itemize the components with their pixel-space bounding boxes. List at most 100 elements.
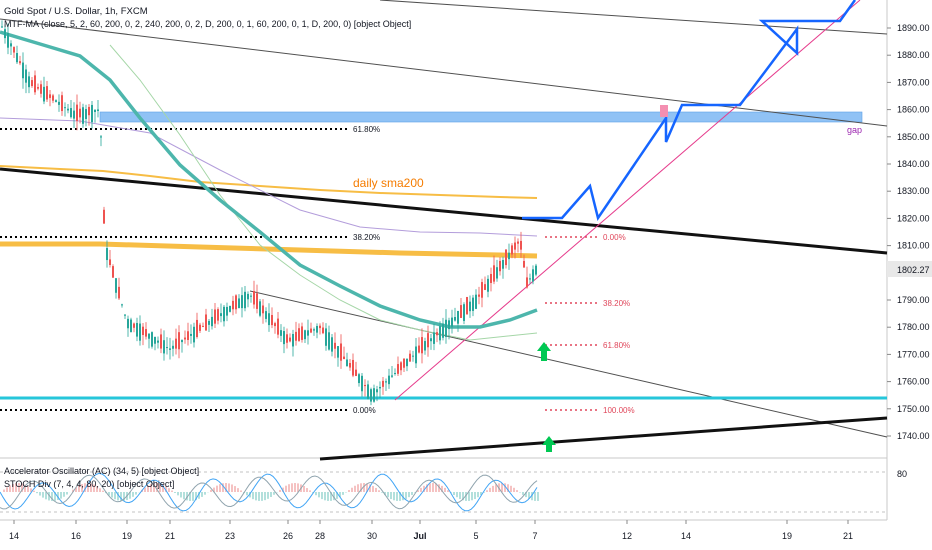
candle-body (118, 286, 120, 299)
ac-bar (225, 483, 227, 492)
stoch-d-line (0, 474, 538, 510)
candle-body (157, 340, 159, 343)
ac-bar (222, 483, 224, 492)
ac-bar (294, 483, 296, 492)
candle-body (139, 323, 141, 341)
candle-body (268, 313, 270, 326)
ac-bar (315, 492, 317, 496)
ac-bar (231, 484, 233, 492)
candle-body (160, 334, 162, 349)
candle-body (511, 245, 513, 255)
price-tick-label: 1750.00 (897, 404, 930, 414)
candle-body (154, 336, 156, 344)
ac-bar (321, 492, 323, 500)
fib-right-label: 100.00% (603, 406, 635, 415)
ac-bar (495, 484, 497, 492)
ac-bar (435, 483, 437, 492)
candle-body (442, 323, 444, 338)
ac-bar (210, 489, 212, 492)
ac-bar (414, 492, 416, 493)
price-tick-label: 1790.00 (897, 295, 930, 305)
price-tick-label: 1880.00 (897, 50, 930, 60)
candle-body (376, 389, 378, 393)
candle-body (394, 372, 396, 374)
candle-body (31, 80, 33, 87)
ac-bar (351, 487, 353, 492)
candle-body (109, 259, 111, 266)
candle-body (121, 304, 123, 306)
projection-path (522, 0, 857, 222)
gap-zone (99, 111, 863, 123)
ac-bar (42, 492, 44, 498)
candle-body (64, 107, 66, 109)
ac-bar (189, 492, 191, 501)
pink-marker (660, 105, 668, 117)
candle-body (298, 328, 300, 341)
candle-body (130, 319, 132, 333)
candle-body (349, 363, 351, 368)
candle-body (253, 291, 255, 305)
candle-body (250, 295, 252, 297)
candle-body (418, 345, 420, 353)
ac-bar (177, 492, 179, 496)
candle-body (208, 320, 210, 325)
candle-body (430, 338, 432, 342)
candle-body (505, 249, 507, 266)
candle-body (205, 314, 207, 331)
ac-bar (405, 492, 407, 499)
price-tick-label: 1780.00 (897, 322, 930, 332)
ac-bar (483, 492, 485, 493)
candle-body (406, 358, 408, 367)
time-tick-label: 28 (315, 531, 325, 541)
candle-body (301, 326, 303, 340)
price-axis: 1890.00 1880.00 1870.00 1860.00 1850.00 1840.… (887, 23, 930, 441)
price-tick-label: 1840.00 (897, 159, 930, 169)
candle-body (403, 358, 405, 368)
ac-bar (453, 492, 455, 496)
candle-body (151, 332, 153, 347)
ac-bar (168, 488, 170, 492)
candle-body (364, 384, 366, 387)
ac-bar (30, 488, 32, 492)
candle-body (106, 248, 108, 261)
candle-body (352, 359, 354, 376)
ac-bar (510, 485, 512, 492)
candle-body (226, 306, 228, 316)
ac-bar (162, 484, 164, 492)
ac-bar (234, 486, 236, 492)
candle-body (445, 319, 447, 338)
candle-body (40, 84, 42, 94)
ac-bar (78, 485, 80, 492)
candle-body (493, 265, 495, 282)
ac-bar (390, 492, 392, 500)
ac-bar (480, 492, 482, 496)
ac-bar (165, 486, 167, 492)
ac-bar (96, 486, 98, 492)
candle-body (184, 337, 186, 340)
ac-bar (87, 483, 89, 492)
ac-bar (447, 490, 449, 492)
ac-bar (438, 484, 440, 492)
ac-bar (213, 487, 215, 492)
ac-bar (525, 492, 527, 498)
ac-bar (441, 485, 443, 492)
candle-body (244, 291, 246, 309)
candle-body (172, 345, 174, 349)
ac-bar (261, 492, 263, 501)
descending-trendline (0, 167, 888, 255)
candle-body (283, 331, 285, 345)
ac-bar (330, 492, 332, 501)
candle-body (169, 348, 171, 350)
candle-body (277, 318, 279, 335)
candle-body (61, 95, 63, 112)
candle-body (415, 346, 417, 364)
candle-body (163, 340, 165, 354)
time-tick-label: Jul (413, 531, 426, 541)
ac-bar (228, 483, 230, 492)
ac-bar (396, 492, 398, 501)
ac-bar (363, 483, 365, 492)
ac-bar (60, 492, 62, 499)
price-tick-label: 1810.00 (897, 241, 930, 251)
fib-right-label: 38.20% (603, 299, 630, 308)
